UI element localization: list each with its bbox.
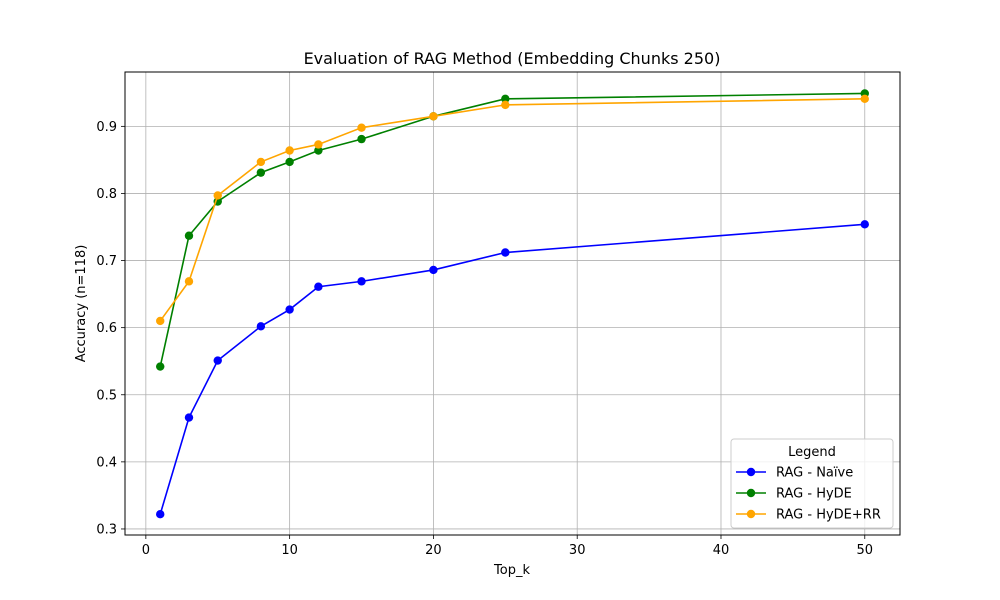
- data-point: [860, 220, 869, 229]
- y-axis-label: Accuracy (n=118): [74, 245, 89, 363]
- data-point: [501, 94, 510, 104]
- data-point: [429, 112, 438, 121]
- data-point: [184, 413, 194, 422]
- data-point: [429, 265, 438, 275]
- data-point: [213, 356, 222, 365]
- chart-title: Evaluation of RAG Method (Embedding Chun…: [304, 49, 721, 68]
- data-point: [501, 100, 510, 110]
- x-tick-label: 20: [425, 543, 442, 558]
- data-point: [184, 277, 194, 286]
- data-point: [860, 94, 869, 104]
- legend-label: RAG - HyDE: [776, 487, 852, 502]
- y-tick-label: 0.7: [96, 254, 117, 269]
- data-point: [256, 168, 266, 177]
- series-line: [159, 98, 865, 322]
- legend-item: RAG - HyDE: [736, 487, 852, 502]
- data-point: [184, 231, 194, 240]
- y-axis-ticks: 0.3 0.4 0.5 0.6 0.7 0.8 0.9: [96, 120, 125, 537]
- data-point: [314, 140, 323, 149]
- series-line: [159, 223, 865, 515]
- legend-marker: [746, 509, 756, 519]
- y-tick-label: 0.6: [96, 321, 117, 336]
- legend-marker: [746, 467, 756, 477]
- x-tick-label: 0: [142, 543, 150, 558]
- legend-marker: [746, 488, 756, 498]
- legend-item: RAG - Naïve: [736, 466, 853, 481]
- data-point: [314, 282, 323, 291]
- grid-lines: [125, 72, 900, 535]
- data-point: [285, 305, 294, 314]
- y-tick-label: 0.3: [96, 522, 117, 537]
- data-point: [256, 157, 266, 167]
- y-tick-label: 0.5: [96, 388, 117, 403]
- series-1: [156, 220, 869, 519]
- x-tick-label: 10: [281, 543, 298, 558]
- data-point: [285, 146, 294, 155]
- data-point: [156, 509, 165, 519]
- data-point: [256, 322, 266, 331]
- series-3: [156, 94, 869, 326]
- y-tick-label: 0.4: [96, 455, 117, 470]
- x-tick-label: 40: [713, 543, 730, 558]
- data-point: [314, 146, 323, 155]
- legend: Legend RAG - Naïve RAG - HyDE RAG - HyDE+R…: [730, 438, 894, 529]
- data-point: [156, 316, 165, 326]
- y-tick-label: 0.9: [96, 120, 117, 135]
- legend-title: Legend: [788, 445, 836, 460]
- data-point: [357, 134, 366, 144]
- data-point: [357, 123, 366, 132]
- x-axis-ticks: 0 10 20 30 40 50: [142, 535, 873, 558]
- plot-frame: [124, 71, 901, 536]
- series-group: [156, 89, 869, 519]
- data-point: [156, 362, 165, 371]
- series-line: [159, 92, 865, 367]
- x-axis-label: Top_k: [493, 563, 530, 578]
- data-point: [357, 277, 366, 286]
- y-tick-label: 0.8: [96, 187, 117, 202]
- legend-box: [730, 438, 894, 529]
- legend-item: RAG - HyDE+RR: [736, 508, 881, 523]
- data-point: [213, 191, 222, 200]
- legend-label: RAG - HyDE+RR: [776, 508, 881, 523]
- legend-label: RAG - Naïve: [776, 466, 853, 481]
- data-point: [285, 157, 294, 167]
- legend-items: RAG - Naïve RAG - HyDE RAG - HyDE+RR: [736, 466, 881, 523]
- x-tick-label: 30: [569, 543, 586, 558]
- data-point: [501, 248, 510, 257]
- x-tick-label: 50: [856, 543, 873, 558]
